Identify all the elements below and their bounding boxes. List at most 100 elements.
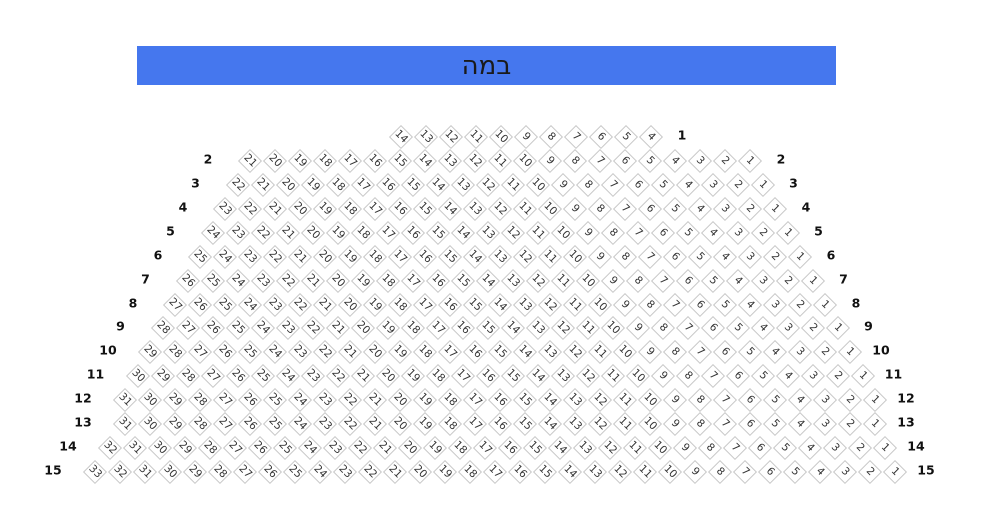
seat-row15-19[interactable]: 19 [432, 459, 458, 485]
seat-row13-24[interactable]: 24 [287, 412, 313, 437]
seat-row13-16[interactable]: 16 [487, 412, 513, 437]
seat-row12-7[interactable]: 7 [712, 388, 738, 413]
seat-row6-11[interactable]: 11 [537, 244, 563, 269]
seat-row14-30[interactable]: 30 [147, 436, 173, 461]
seat-row1-9[interactable]: 9 [513, 124, 539, 150]
seat-row4-1[interactable]: 1 [762, 196, 788, 221]
seat-row7-10[interactable]: 10 [575, 268, 600, 293]
seat-row10-9[interactable]: 9 [637, 340, 663, 365]
seat-row6-4[interactable]: 4 [712, 244, 738, 269]
seat-row2-12[interactable]: 12 [462, 148, 488, 173]
seat-row4-19[interactable]: 19 [312, 196, 338, 221]
seat-row2-21[interactable]: 21 [237, 148, 263, 173]
seat-row11-8[interactable]: 8 [675, 364, 700, 389]
seat-row14-15[interactable]: 15 [522, 436, 548, 461]
seat-row7-20[interactable]: 20 [325, 268, 350, 293]
seat-row13-28[interactable]: 28 [187, 412, 213, 437]
seat-row11-24[interactable]: 24 [275, 364, 300, 389]
seat-row11-19[interactable]: 19 [400, 364, 425, 389]
seat-row7-18[interactable]: 18 [375, 268, 400, 293]
seat-row5-22[interactable]: 22 [250, 220, 275, 245]
seat-row4-23[interactable]: 23 [212, 196, 238, 221]
seat-row10-14[interactable]: 14 [512, 340, 538, 365]
seat-row3-16[interactable]: 16 [375, 172, 400, 197]
seat-row7-2[interactable]: 2 [775, 268, 800, 293]
seat-row2-6[interactable]: 6 [612, 148, 638, 173]
seat-row8-12[interactable]: 12 [537, 292, 563, 317]
seat-row13-27[interactable]: 27 [212, 412, 238, 437]
seat-row1-4[interactable]: 4 [638, 124, 664, 150]
seat-row13-31[interactable]: 31 [112, 412, 138, 437]
seat-row5-21[interactable]: 21 [275, 220, 300, 245]
seat-row13-25[interactable]: 25 [262, 412, 288, 437]
seat-row12-24[interactable]: 24 [287, 388, 313, 413]
seat-row14-9[interactable]: 9 [672, 436, 698, 461]
seat-row8-26[interactable]: 26 [187, 292, 213, 317]
seat-row3-10[interactable]: 10 [525, 172, 550, 197]
seat-row8-8[interactable]: 8 [637, 292, 663, 317]
seat-row4-22[interactable]: 22 [237, 196, 263, 221]
seat-row7-4[interactable]: 4 [725, 268, 750, 293]
seat-row9-5[interactable]: 5 [725, 316, 750, 341]
seat-row9-6[interactable]: 6 [700, 316, 725, 341]
seat-row5-12[interactable]: 12 [500, 220, 525, 245]
seat-row4-14[interactable]: 14 [437, 196, 463, 221]
seat-row9-8[interactable]: 8 [650, 316, 675, 341]
seat-row13-14[interactable]: 14 [537, 412, 563, 437]
seat-row14-3[interactable]: 3 [822, 436, 848, 461]
seat-row2-5[interactable]: 5 [637, 148, 663, 173]
seat-row14-10[interactable]: 10 [647, 436, 673, 461]
seat-row11-3[interactable]: 3 [800, 364, 825, 389]
seat-row3-19[interactable]: 19 [300, 172, 325, 197]
seat-row12-1[interactable]: 1 [862, 388, 888, 413]
seat-row15-25[interactable]: 25 [282, 459, 308, 485]
seat-row3-3[interactable]: 3 [700, 172, 725, 197]
seat-row2-1[interactable]: 1 [737, 148, 763, 173]
seat-row8-20[interactable]: 20 [337, 292, 363, 317]
seat-row15-31[interactable]: 31 [132, 459, 158, 485]
seat-row13-2[interactable]: 2 [837, 412, 863, 437]
seat-row9-9[interactable]: 9 [625, 316, 650, 341]
seat-row6-9[interactable]: 9 [587, 244, 613, 269]
seat-row10-20[interactable]: 20 [362, 340, 388, 365]
seat-row14-32[interactable]: 32 [97, 436, 123, 461]
seat-row3-2[interactable]: 2 [725, 172, 750, 197]
seat-row8-4[interactable]: 4 [737, 292, 763, 317]
seat-row15-16[interactable]: 16 [507, 459, 533, 485]
seat-row1-8[interactable]: 8 [538, 124, 564, 150]
seat-row5-16[interactable]: 16 [400, 220, 425, 245]
seat-row4-8[interactable]: 8 [587, 196, 613, 221]
seat-row9-21[interactable]: 21 [325, 316, 350, 341]
seat-row9-2[interactable]: 2 [800, 316, 825, 341]
seat-row6-5[interactable]: 5 [687, 244, 713, 269]
seat-row13-7[interactable]: 7 [712, 412, 738, 437]
seat-row13-20[interactable]: 20 [387, 412, 413, 437]
seat-row3-6[interactable]: 6 [625, 172, 650, 197]
seat-row14-26[interactable]: 26 [247, 436, 273, 461]
seat-row12-3[interactable]: 3 [812, 388, 838, 413]
seat-row15-26[interactable]: 26 [257, 459, 283, 485]
seat-row12-2[interactable]: 2 [837, 388, 863, 413]
seat-row7-7[interactable]: 7 [650, 268, 675, 293]
seat-row12-29[interactable]: 29 [162, 388, 188, 413]
seat-row10-1[interactable]: 1 [837, 340, 863, 365]
seat-row8-5[interactable]: 5 [712, 292, 738, 317]
seat-row6-7[interactable]: 7 [637, 244, 663, 269]
seat-row10-4[interactable]: 4 [762, 340, 788, 365]
seat-row5-23[interactable]: 23 [225, 220, 250, 245]
seat-row10-6[interactable]: 6 [712, 340, 738, 365]
seat-row12-14[interactable]: 14 [537, 388, 563, 413]
seat-row15-18[interactable]: 18 [457, 459, 483, 485]
seat-row9-27[interactable]: 27 [175, 316, 200, 341]
seat-row2-14[interactable]: 14 [412, 148, 438, 173]
seat-row6-21[interactable]: 21 [287, 244, 313, 269]
seat-row10-3[interactable]: 3 [787, 340, 813, 365]
seat-row4-6[interactable]: 6 [637, 196, 663, 221]
seat-row9-24[interactable]: 24 [250, 316, 275, 341]
seat-row14-13[interactable]: 13 [572, 436, 598, 461]
seat-row8-21[interactable]: 21 [312, 292, 338, 317]
seat-row3-7[interactable]: 7 [600, 172, 625, 197]
seat-row3-14[interactable]: 14 [425, 172, 450, 197]
seat-row9-13[interactable]: 13 [525, 316, 550, 341]
seat-row13-12[interactable]: 12 [587, 412, 613, 437]
